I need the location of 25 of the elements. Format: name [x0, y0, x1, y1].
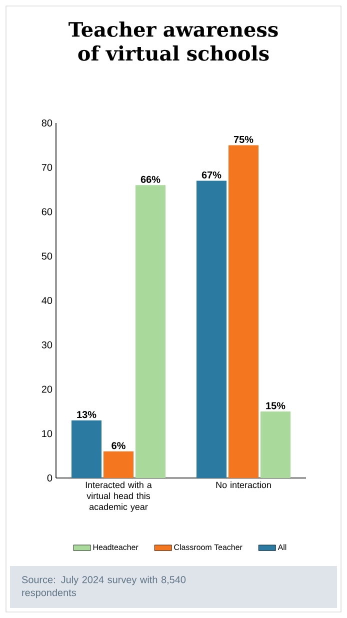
- y-tick-label: 20: [42, 386, 52, 393]
- y-tick-label: 80: [42, 119, 52, 127]
- y-tick-label: 50: [42, 252, 52, 260]
- bar: [136, 185, 166, 478]
- x-tick-label: Interacted with a virtual head this academic year: [86, 482, 152, 512]
- data-label: 15%: [266, 402, 286, 410]
- bar: [260, 411, 291, 478]
- y-tick-label: 70: [42, 164, 52, 171]
- bar: [228, 145, 259, 478]
- x-tick-label: No interaction: [216, 482, 271, 488]
- y-tick-label: 0: [47, 474, 52, 482]
- y-tick-label: 10: [42, 430, 52, 438]
- y-tick-label: 60: [42, 208, 52, 216]
- y-tick-label: 40: [42, 296, 52, 304]
- bar: [196, 180, 227, 478]
- data-label: 13%: [77, 411, 96, 418]
- bar: [72, 420, 102, 478]
- data-label: 6%: [112, 442, 126, 450]
- data-label: 75%: [234, 136, 254, 143]
- chart-title: Teacher awareness of virtual schools: [68, 22, 278, 61]
- bar: [104, 451, 134, 478]
- data-label: 66%: [140, 176, 160, 183]
- data-label: 67%: [202, 171, 222, 178]
- y-tick-label: 30: [42, 341, 52, 348]
- source-note: Source: July 2024 survey with 8,540 respondents: [22, 576, 186, 598]
